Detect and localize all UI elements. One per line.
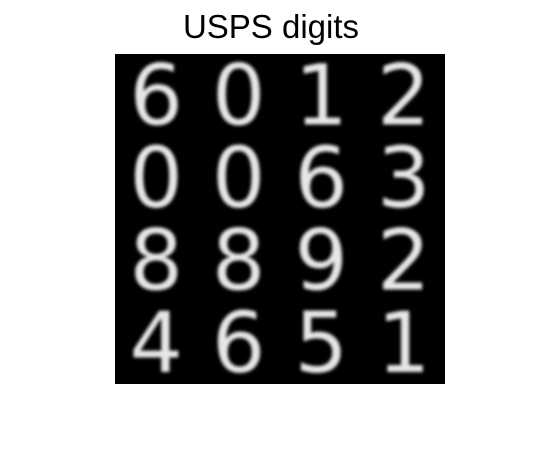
digit-glyph: 4 (130, 294, 183, 384)
digit-grid: 6 0 1 20 0 6 38 8 9 24 6 5 1 (115, 54, 445, 384)
digit-tile-r2-c1: 8 (212, 211, 265, 309)
digit-glyph: 8 (130, 211, 183, 309)
digit-tile-r0-c0: 6 (130, 54, 183, 144)
digit-glyph: 1 (295, 54, 348, 144)
digit-layer: 6 0 1 20 0 6 38 8 9 24 6 5 1 (130, 54, 431, 384)
digit-tile-r0-c2: 1 (295, 54, 348, 144)
digit-glyph: 8 (212, 211, 265, 309)
digit-glyph: 5 (295, 294, 348, 384)
digit-tile-r0-c1: 0 (212, 54, 265, 144)
digit-glyph: 9 (295, 211, 348, 309)
digit-glyph: 2 (377, 54, 430, 144)
digit-glyph: 0 (212, 129, 265, 227)
montage-background (115, 54, 445, 384)
digit-tile-r3-c1: 6 (212, 294, 265, 384)
digit-tile-r3-c2: 5 (295, 294, 348, 384)
digit-glyph: 2 (377, 211, 430, 309)
digit-tile-r1-c1: 0 (212, 129, 265, 227)
digit-glyph: 1 (377, 294, 430, 384)
digit-tile-r1-c0: 0 (130, 129, 183, 227)
digit-glyph: 3 (377, 129, 430, 227)
digit-glyph: 6 (130, 54, 183, 144)
digit-glyph: 0 (130, 129, 183, 227)
digit-glyph: 6 (295, 129, 348, 227)
digit-tile-r3-c0: 4 (130, 294, 183, 384)
digit-tile-r1-c2: 6 (295, 129, 348, 227)
digit-glyph: 0 (212, 54, 265, 144)
digit-tile-r0-c3: 2 (377, 54, 430, 144)
digit-glyph: 6 (212, 294, 265, 384)
digit-tile-r2-c3: 2 (377, 211, 430, 309)
digit-tile-r3-c3: 1 (377, 294, 430, 384)
digit-tile-r2-c2: 9 (295, 211, 348, 309)
digit-tile-r1-c3: 3 (377, 129, 430, 227)
page-title: USPS digits (182, 8, 360, 45)
digit-tile-r2-c0: 8 (130, 211, 183, 309)
